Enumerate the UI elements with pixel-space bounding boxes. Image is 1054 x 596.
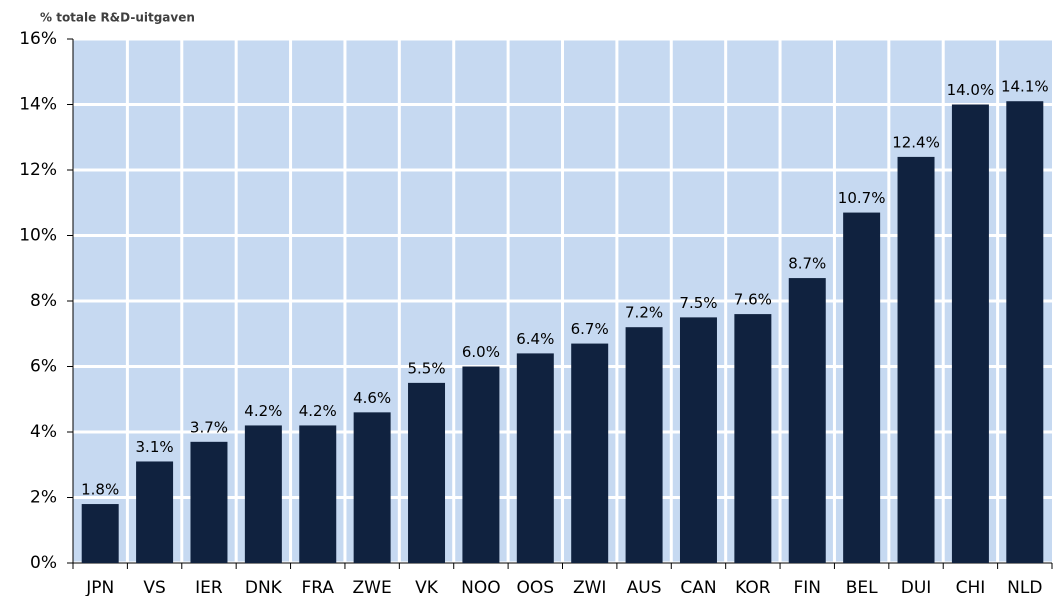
x-tick-label: NLD — [1007, 578, 1042, 596]
value-label: 4.6% — [353, 389, 391, 407]
y-tick-label: 12% — [19, 160, 57, 180]
x-tick-label: ZWE — [353, 578, 392, 596]
value-label: 8.7% — [788, 255, 826, 273]
value-label: 6.7% — [571, 320, 609, 338]
x-tick-label: ZWI — [573, 578, 606, 596]
bar — [625, 327, 663, 563]
y-tick-label: 2% — [30, 488, 57, 508]
value-label: 10.7% — [838, 189, 886, 207]
bar — [353, 412, 391, 563]
bar — [408, 382, 446, 563]
bar — [571, 343, 609, 563]
value-label: 7.5% — [679, 294, 717, 312]
value-label: 4.2% — [299, 402, 337, 420]
x-tick-label: VS — [143, 578, 165, 596]
x-tick-label: VK — [415, 578, 439, 596]
y-tick-label: 10% — [19, 226, 57, 246]
value-label: 1.8% — [81, 481, 119, 499]
x-tick-label: CHI — [956, 578, 986, 596]
bar — [244, 425, 282, 563]
y-axis-label: % totale R&D-uitgaven — [40, 11, 195, 25]
bar — [843, 212, 881, 563]
y-tick-label: 14% — [19, 95, 57, 115]
value-label: 5.5% — [407, 359, 445, 377]
x-tick-label: AUS — [627, 578, 662, 596]
value-label: 6.4% — [516, 330, 554, 348]
y-tick-label: 16% — [19, 29, 57, 49]
bar — [81, 504, 119, 563]
value-label: 14.1% — [1001, 78, 1049, 96]
bar — [679, 317, 717, 563]
value-label: 12.4% — [892, 133, 940, 151]
bar — [951, 104, 989, 563]
x-tick-label: KOR — [735, 578, 771, 596]
x-tick-label: NOO — [461, 578, 500, 596]
x-tick-label: FRA — [301, 578, 334, 596]
value-label: 3.7% — [190, 418, 228, 436]
y-tick-label: 6% — [30, 357, 57, 377]
bar — [190, 441, 228, 563]
y-tick-label: 4% — [30, 422, 57, 442]
value-label: 7.2% — [625, 304, 663, 322]
value-label: 6.0% — [462, 343, 500, 361]
y-tick-label: 8% — [30, 291, 57, 311]
bar — [516, 353, 554, 563]
x-tick-label: JPN — [85, 578, 114, 596]
bar — [734, 314, 772, 563]
bar — [1006, 101, 1044, 563]
x-tick-label: IER — [195, 578, 223, 596]
x-tick-label: CAN — [680, 578, 716, 596]
x-tick-label: OOS — [517, 578, 555, 596]
value-label: 14.0% — [947, 81, 995, 99]
value-label: 7.6% — [734, 291, 772, 309]
bar — [462, 366, 500, 563]
x-tick-label: FIN — [793, 578, 821, 596]
x-tick-label: DNK — [245, 578, 283, 596]
bar — [136, 461, 174, 563]
value-label: 3.1% — [136, 438, 174, 456]
y-tick-label: 0% — [30, 553, 57, 573]
x-tick-label: DUI — [901, 578, 932, 596]
value-label: 4.2% — [244, 402, 282, 420]
bar — [788, 278, 826, 563]
x-tick-label: BEL — [846, 578, 878, 596]
bar — [299, 425, 337, 563]
bar — [897, 156, 935, 563]
